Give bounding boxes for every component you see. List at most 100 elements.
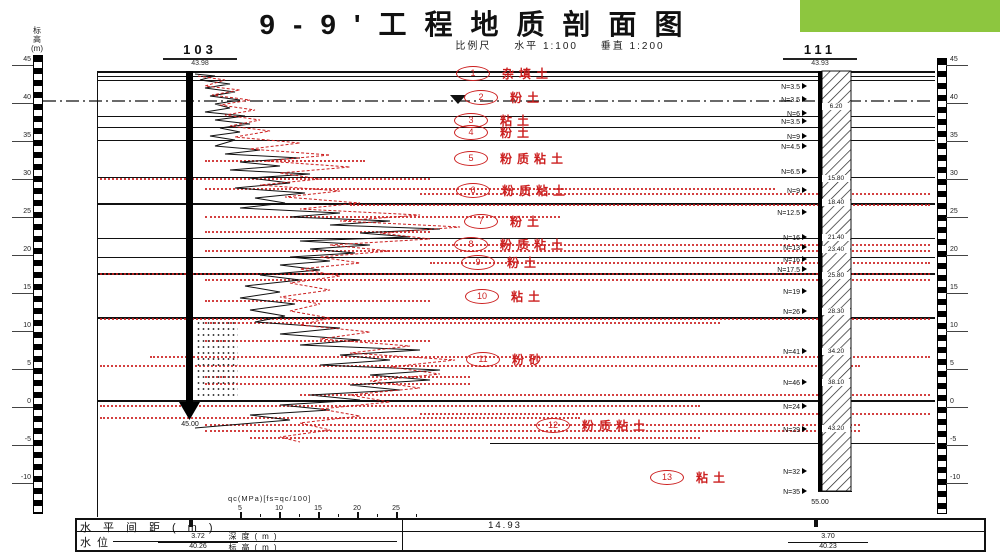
n-value-label: N=16 xyxy=(745,256,807,264)
stratum-description-line xyxy=(205,322,720,324)
right-tick-line xyxy=(946,179,968,180)
left-tick-label: 30 xyxy=(23,170,31,177)
summary-table-border xyxy=(75,518,986,552)
spacing-value: 14.93 xyxy=(488,520,522,531)
water-elev-111: 40.23 xyxy=(819,543,837,550)
n-value-label: N=9 xyxy=(745,133,807,141)
right-tick-label: -10 xyxy=(950,474,961,481)
layer-number-badge: 7 xyxy=(464,214,498,229)
left-tick-label: 10 xyxy=(23,322,31,329)
layer-name-label: 杂填土 xyxy=(502,67,554,81)
water-label-fraction-line xyxy=(113,541,397,542)
strata-boundary-line xyxy=(97,238,935,239)
strata-boundary-line xyxy=(97,400,935,402)
water-103-fraction-line xyxy=(158,541,238,543)
right-tick-line xyxy=(946,65,968,66)
water-depth-label: 深度(m) xyxy=(228,532,282,541)
right-elevation-ruler xyxy=(937,58,947,514)
left-tick-label: 40 xyxy=(23,94,31,101)
stratum-description-line xyxy=(205,188,775,190)
layer-name-label: 粘土 xyxy=(511,290,546,304)
stratum-description-line xyxy=(100,178,430,180)
n-value-label: N=35 xyxy=(745,488,807,496)
borehole-111-elevation: 43.93 xyxy=(811,60,829,67)
stratum-description-line xyxy=(100,417,580,419)
section-left-edge xyxy=(97,71,98,517)
layer-number-badge: 9 xyxy=(461,255,495,270)
strata-boundary-line xyxy=(97,116,935,117)
left-tick-line xyxy=(12,217,33,218)
left-tick-label: 35 xyxy=(23,132,31,139)
depth-mark-label: 28.30 xyxy=(822,308,850,315)
right-tick-line xyxy=(946,255,968,256)
scale-vertical: 垂直 1:200 xyxy=(600,41,665,52)
stratum-description-line xyxy=(205,160,365,162)
borehole-111-label: 111 xyxy=(783,42,857,60)
left-tick-label: -10 xyxy=(20,474,31,481)
n-value-label: N=17.5 xyxy=(745,266,807,274)
right-tick-line xyxy=(946,103,968,104)
n-value-label: N=12.5 xyxy=(745,209,807,217)
qc-scale-label: qc(MPa)[fs=qc/100] xyxy=(228,494,312,503)
stratum-description-line xyxy=(350,204,930,206)
right-tick-label: 0 xyxy=(950,398,954,405)
qc-minor-tick xyxy=(337,514,339,517)
scale-label: 比例尺 xyxy=(455,41,492,52)
summary-table-row-divider xyxy=(75,531,986,532)
water-table-icon xyxy=(450,95,466,104)
left-tick-line xyxy=(12,483,33,484)
stratum-description-line xyxy=(205,424,860,426)
n-value-label: N=6 xyxy=(745,110,807,118)
stratum-description-line xyxy=(100,273,930,275)
borehole-111-column xyxy=(821,70,852,492)
qc-tick-mark xyxy=(279,512,281,518)
right-tick-label: 10 xyxy=(950,322,958,329)
depth-mark-label: 25.80 xyxy=(822,272,850,279)
water-depth-111: 3.70 xyxy=(821,533,835,540)
stratum-description-line xyxy=(100,318,930,320)
stratum-description-line xyxy=(420,244,930,246)
layer-name-label: 粉质粘土 xyxy=(500,238,569,252)
n-value-label: N=13 xyxy=(745,244,807,252)
depth-mark-label: 38.10 xyxy=(822,379,850,386)
stratum-description-line xyxy=(250,437,700,439)
layer-name-label: 粉土 xyxy=(510,215,545,229)
strata-boundary-line xyxy=(97,140,935,141)
water-depth-103: 3.72 xyxy=(191,533,205,540)
layer-number-badge: 5 xyxy=(454,151,488,166)
borehole-103-end-arrow-icon xyxy=(179,402,200,420)
n-value-label: N=46 xyxy=(745,379,807,387)
right-tick-line xyxy=(946,293,968,294)
qc-minor-tick xyxy=(259,514,261,517)
n-value-label: N=3.5 xyxy=(745,83,807,91)
strata-boundary-line xyxy=(490,443,935,444)
depth-mark-label: 15.80 xyxy=(822,175,850,182)
right-tick-line xyxy=(946,331,968,332)
layer-name-label: 粘土 xyxy=(500,114,535,128)
borehole-103-label: 103 xyxy=(163,42,237,60)
left-tick-line xyxy=(12,331,33,332)
qc-tick-label: 5 xyxy=(238,505,242,512)
layer-number-badge: 10 xyxy=(465,289,499,304)
n-value-label: N=9 xyxy=(745,187,807,195)
stratum-description-line xyxy=(420,193,930,195)
layer-name-label: 粉土 xyxy=(500,126,535,140)
left-tick-line xyxy=(12,65,33,66)
layer-number-badge: 6 xyxy=(456,183,490,198)
left-elevation-ruler xyxy=(33,55,43,514)
qc-minor-tick xyxy=(298,514,300,517)
strata-boundary-line xyxy=(97,177,935,178)
left-tick-label: 25 xyxy=(23,208,31,215)
right-tick-line xyxy=(946,369,968,370)
qc-tick-mark xyxy=(396,512,398,518)
stratum-description-line xyxy=(205,279,930,281)
layer-name-label: 粉质粘土 xyxy=(502,184,571,198)
left-tick-label: 20 xyxy=(23,246,31,253)
water-elev-label: 标高(m) xyxy=(228,543,282,552)
left-tick-label: 15 xyxy=(23,284,31,291)
right-tick-line xyxy=(946,483,968,484)
layer-name-label: 粉质粘土 xyxy=(500,152,569,166)
depth-mark-label: 23.40 xyxy=(822,246,850,253)
stratum-description-line xyxy=(205,231,430,233)
